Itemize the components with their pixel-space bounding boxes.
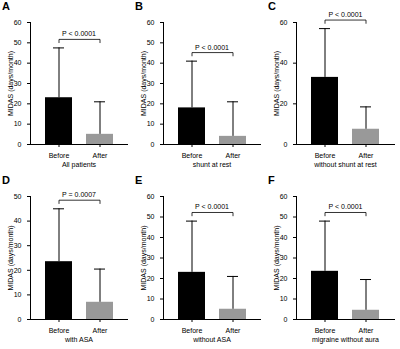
svg-text:60: 60 (147, 193, 155, 200)
svg-text:MIDAS (days/month): MIDAS (days/month) (140, 226, 148, 291)
svg-text:20: 20 (147, 275, 155, 282)
svg-text:0: 0 (284, 316, 288, 323)
svg-text:shunt at rest: shunt at rest (193, 161, 232, 168)
svg-text:50: 50 (14, 39, 22, 46)
svg-text:40: 40 (147, 59, 155, 66)
svg-text:30: 30 (147, 80, 155, 87)
svg-text:30: 30 (280, 254, 288, 261)
svg-text:40: 40 (14, 59, 22, 66)
svg-text:60: 60 (147, 19, 155, 26)
svg-text:P = 0.0007: P = 0.0007 (62, 191, 96, 198)
svg-text:10: 10 (147, 120, 155, 127)
svg-text:10: 10 (280, 295, 288, 302)
svg-text:60: 60 (14, 19, 22, 26)
svg-text:60: 60 (280, 193, 288, 200)
svg-text:with ASA: with ASA (64, 336, 93, 343)
svg-text:MIDAS (days/month): MIDAS (days/month) (7, 226, 15, 291)
html-text:D: D (2, 174, 10, 186)
svg-text:20: 20 (14, 100, 22, 107)
svg-text:MIDAS (days/month): MIDAS (days/month) (7, 51, 15, 116)
svg-text:Before: Before (49, 327, 70, 334)
html-text:A: A (2, 0, 10, 12)
svg-text:20: 20 (280, 100, 288, 107)
svg-text:10: 10 (14, 120, 22, 127)
svg-text:20: 20 (14, 267, 22, 274)
svg-text:After: After (93, 327, 108, 334)
html-text:C: C (268, 0, 276, 12)
svg-text:30: 30 (147, 254, 155, 261)
svg-text:P < 0.0001: P < 0.0001 (195, 203, 229, 210)
svg-text:40: 40 (14, 217, 22, 224)
svg-text:Before: Before (49, 152, 70, 159)
svg-text:P < 0.0001: P < 0.0001 (329, 11, 363, 18)
svg-text:40: 40 (280, 59, 288, 66)
svg-text:P < 0.0001: P < 0.0001 (62, 30, 96, 37)
svg-text:60: 60 (280, 19, 288, 26)
svg-text:20: 20 (147, 100, 155, 107)
svg-text:20: 20 (280, 275, 288, 282)
svg-text:After: After (359, 152, 374, 159)
svg-text:10: 10 (14, 291, 22, 298)
html-text:F: F (268, 174, 275, 186)
svg-text:Before: Before (315, 152, 336, 159)
svg-text:MIDAS (days/month): MIDAS (days/month) (273, 51, 281, 116)
svg-text:migraine without aura: migraine without aura (312, 336, 379, 344)
svg-text:MIDAS (days/month): MIDAS (days/month) (140, 51, 148, 116)
svg-text:P < 0.0001: P < 0.0001 (195, 44, 229, 51)
svg-text:After: After (226, 327, 241, 334)
html-text:B: B (135, 0, 143, 12)
svg-text:MIDAS (days/month): MIDAS (days/month) (273, 226, 281, 291)
svg-text:0: 0 (151, 141, 155, 148)
svg-text:30: 30 (14, 80, 22, 87)
svg-text:50: 50 (147, 39, 155, 46)
svg-text:10: 10 (147, 295, 155, 302)
svg-text:50: 50 (280, 213, 288, 220)
svg-text:Before: Before (182, 327, 203, 334)
html-text:E: E (135, 174, 143, 186)
svg-text:50: 50 (14, 193, 22, 200)
svg-text:40: 40 (280, 234, 288, 241)
svg-text:without shunt at rest: without shunt at rest (313, 161, 377, 168)
svg-text:After: After (93, 152, 108, 159)
svg-text:40: 40 (147, 234, 155, 241)
svg-text:Before: Before (315, 327, 336, 334)
svg-text:P < 0.0001: P < 0.0001 (329, 203, 363, 210)
svg-text:Before: Before (182, 152, 203, 159)
svg-text:After: After (226, 152, 241, 159)
svg-text:0: 0 (284, 141, 288, 148)
svg-text:without ASA: without ASA (192, 336, 231, 343)
svg-text:All patients: All patients (62, 161, 97, 169)
svg-text:0: 0 (151, 316, 155, 323)
svg-text:0: 0 (18, 141, 22, 148)
svg-text:0: 0 (18, 316, 22, 323)
svg-text:30: 30 (14, 242, 22, 249)
svg-text:50: 50 (147, 213, 155, 220)
svg-text:After: After (359, 327, 374, 334)
